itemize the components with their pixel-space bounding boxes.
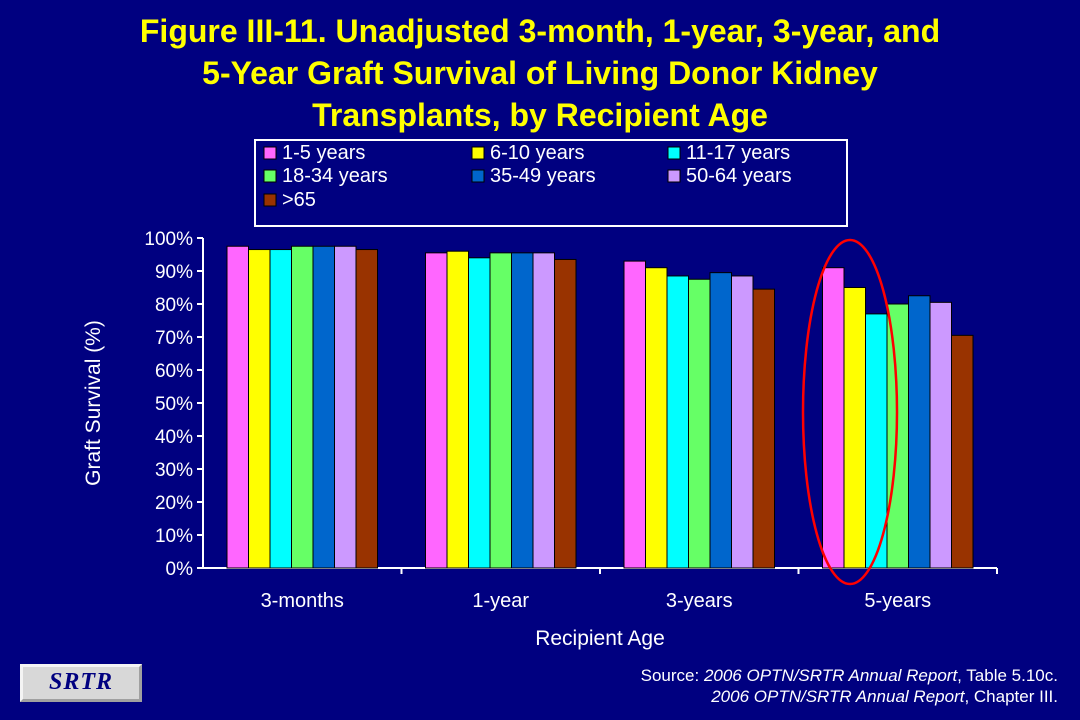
bar-2-6 (752, 288, 775, 569)
x-tick-label-1: 1-year (472, 590, 529, 612)
source-chapter-ref: , Chapter III. (964, 687, 1058, 706)
legend-label-5: 50-64 years (686, 165, 792, 187)
legend-box (254, 139, 848, 227)
legend-label-4: 35-49 years (490, 165, 596, 187)
legend-label-6: >65 (282, 189, 316, 211)
bar-0-3 (291, 245, 314, 569)
legend-label-0: 1-5 years (282, 142, 365, 164)
legend-label-1: 6-10 years (490, 142, 585, 164)
bar-1-4 (511, 252, 534, 569)
x-tick-label-3: 5-years (864, 590, 931, 612)
title-line-3: Transplants, by Recipient Age (312, 97, 768, 133)
source-report-title-2: 2006 OPTN/SRTR Annual Report (711, 687, 965, 706)
legend-swatch-5 (667, 169, 681, 183)
bar-1-1 (446, 250, 469, 569)
chart-title: Figure III-11. Unadjusted 3-month, 1-yea… (20, 10, 1060, 136)
bar-3-0 (822, 267, 845, 569)
y-tick-label-4: 40% (155, 427, 193, 448)
legend-label-2: 11-17 years (686, 142, 790, 164)
source-line-2: 2006 OPTN/SRTR Annual Report, Chapter II… (641, 686, 1058, 707)
bar-0-4 (312, 245, 335, 569)
srtr-logo: SRTR (20, 664, 142, 702)
bar-0-1 (248, 249, 271, 569)
bar-2-0 (623, 260, 646, 569)
bar-2-4 (709, 272, 732, 569)
title-line-1: Figure III-11. Unadjusted 3-month, 1-yea… (139, 13, 941, 49)
bar-0-5 (334, 245, 357, 569)
legend-label-3: 18-34 years (282, 165, 388, 187)
y-tick-label-8: 80% (155, 295, 193, 316)
y-tick-label-10: 100% (144, 229, 193, 250)
source-line-1: Source: 2006 OPTN/SRTR Annual Report, Ta… (641, 665, 1058, 686)
y-tick-label-3: 30% (155, 460, 193, 481)
bar-1-3 (489, 252, 512, 569)
legend-swatch-4 (471, 169, 485, 183)
legend-swatch-6 (263, 193, 277, 207)
source-report-title-1: 2006 OPTN/SRTR Annual Report (703, 666, 958, 685)
bar-2-3 (688, 278, 711, 569)
y-tick-label-1: 10% (155, 526, 193, 547)
y-tick-label-6: 60% (155, 361, 193, 382)
bar-1-2 (468, 257, 491, 569)
y-axis-label: Graft Survival (%) (82, 320, 105, 486)
legend-swatch-1 (471, 146, 485, 160)
x-tick-label-2: 3-years (666, 590, 733, 612)
logo-text: SRTR (48, 669, 114, 695)
legend-swatch-2 (667, 146, 681, 160)
legend-swatch-0 (263, 146, 277, 160)
highlight-ellipse (801, 238, 899, 586)
bar-0-0 (226, 245, 249, 569)
bar-3-1 (843, 287, 866, 569)
title-line-2: 5-Year Graft Survival of Living Donor Ki… (202, 55, 878, 91)
x-tick-label-0: 3-months (261, 590, 344, 612)
source-note: Source: 2006 OPTN/SRTR Annual Report, Ta… (641, 665, 1058, 707)
y-tick-label-9: 90% (155, 262, 193, 283)
bar-2-1 (645, 267, 668, 569)
bar-chart: 1-5 years 6-10 years 11-17 years 18-34 year… (82, 139, 998, 650)
source-prefix: Source: (640, 666, 704, 685)
y-tick-label-0: 0% (166, 559, 194, 580)
bar-2-5 (731, 275, 754, 569)
bar-3-4 (908, 295, 931, 569)
x-axis-label: Recipient Age (535, 627, 665, 650)
source-table-ref: , Table 5.10c. (957, 666, 1058, 685)
y-tick-label-5: 50% (155, 394, 193, 415)
y-tick-label-2: 20% (155, 493, 193, 514)
bar-1-5 (532, 252, 555, 569)
bar-0-6 (355, 249, 378, 569)
legend-swatch-3 (263, 169, 277, 183)
y-tick-label-7: 70% (155, 328, 193, 349)
bar-1-6 (554, 258, 577, 569)
bar-1-0 (425, 252, 448, 569)
bar-2-2 (666, 275, 689, 569)
bar-3-5 (929, 301, 952, 569)
bar-0-2 (269, 249, 292, 569)
bar-3-6 (951, 334, 974, 569)
